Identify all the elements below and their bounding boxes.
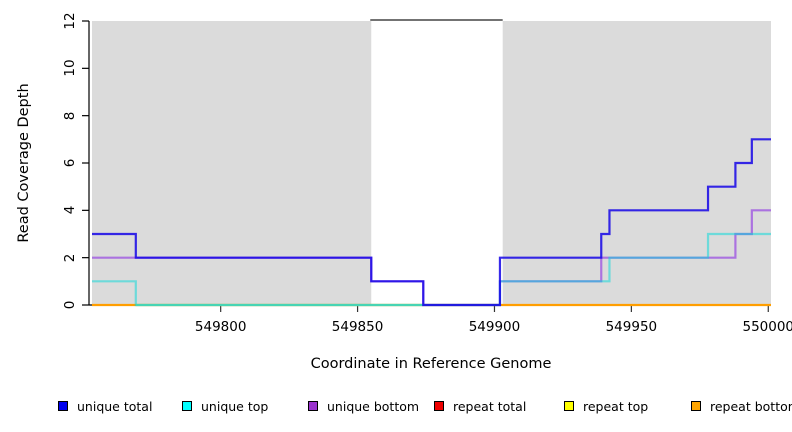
- shaded-region: [502, 21, 771, 305]
- y-tick-label: 12: [62, 12, 78, 30]
- x-tick-label: 549800: [194, 319, 247, 335]
- x-axis-label: Coordinate in Reference Genome: [310, 356, 552, 372]
- y-tick-label: 8: [62, 111, 78, 120]
- series-line-unique-top: [92, 232, 771, 307]
- x-tick-label: 549950: [605, 319, 658, 335]
- x-tick-label: 550000: [742, 319, 792, 335]
- y-tick-label: 6: [62, 158, 78, 168]
- series-line-unique-total: [92, 138, 771, 307]
- y-axis-label: Read Coverage Depth: [16, 83, 32, 243]
- y-tick-label: 2: [62, 253, 78, 262]
- x-tick-label: 549900: [468, 319, 521, 335]
- y-tick-label: 10: [62, 59, 78, 77]
- x-tick-label: 549850: [331, 319, 384, 335]
- shaded-region: [92, 21, 372, 305]
- y-tick-label: 4: [62, 206, 78, 215]
- y-tick-label: 0: [62, 300, 78, 310]
